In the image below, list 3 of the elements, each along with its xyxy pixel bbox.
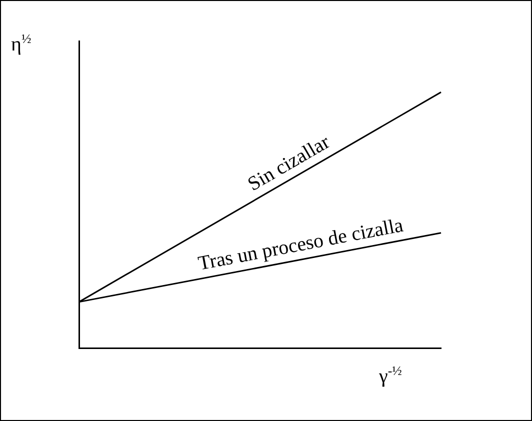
x-axis-title: γ$^{-½}$ <box>379 363 402 389</box>
y-axis-title: η$^{½}$ <box>11 31 32 57</box>
text: Tras un proceso de cizalla <box>196 214 406 275</box>
